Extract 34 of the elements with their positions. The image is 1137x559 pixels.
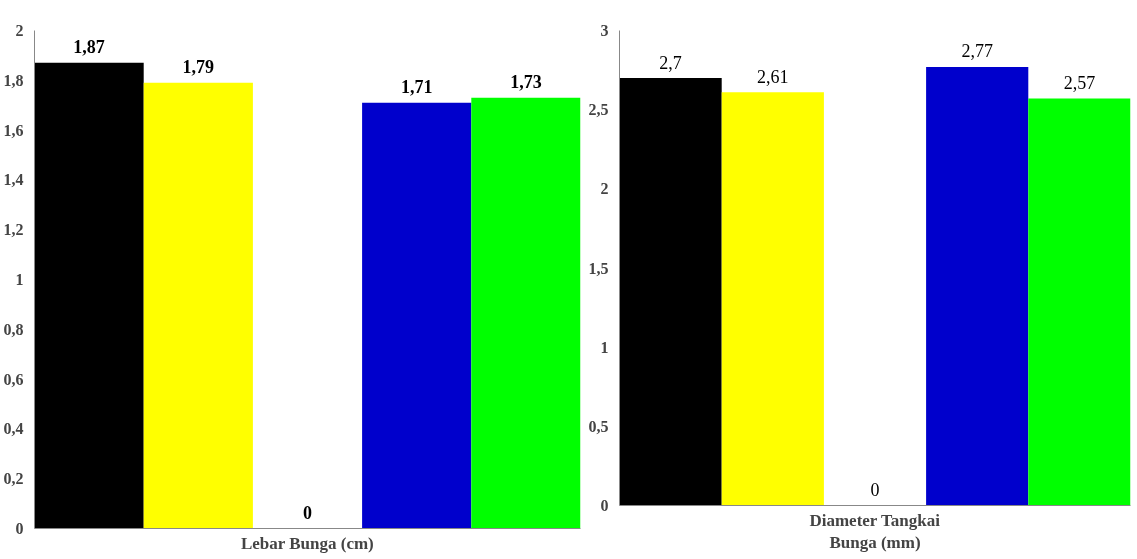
bar — [34, 62, 144, 529]
data-label: 2,7 — [659, 52, 682, 73]
y-tick-label: 1,6 — [3, 121, 24, 139]
y-tick-label: 2,5 — [588, 101, 609, 119]
data-label: 1,71 — [400, 76, 433, 97]
data-label: 1,79 — [182, 56, 215, 77]
y-tick-label: 1,5 — [588, 259, 609, 277]
y-tick-label: 0,4 — [3, 420, 24, 438]
data-label: 0 — [303, 502, 312, 523]
data-label: 2,77 — [961, 41, 993, 62]
x-axis-title: Diameter Tangkai Bunga (mm) — [809, 510, 941, 553]
data-label: 1,87 — [73, 36, 105, 57]
bar — [362, 102, 472, 529]
y-tick-label: 0 — [15, 520, 24, 537]
y-tick-label: 3 — [600, 22, 609, 39]
data-label: 2,61 — [757, 66, 789, 87]
data-label: 1,73 — [510, 71, 542, 92]
y-tick-label: 1,2 — [3, 221, 24, 239]
bar — [143, 82, 253, 529]
y-tick-label: 1 — [15, 271, 24, 288]
y-tick-label: 0,2 — [3, 470, 24, 488]
y-tick-label: 2 — [600, 180, 609, 198]
y-tick-label: 0,8 — [3, 320, 24, 338]
y-tick-label: 2 — [15, 22, 24, 39]
y-tick-label: 0,5 — [588, 417, 609, 435]
y-tick-label: 0,6 — [3, 370, 24, 388]
x-axis-title: Lebar Bunga (cm) — [240, 533, 374, 553]
bar — [471, 97, 581, 529]
y-tick-label: 1,8 — [3, 71, 24, 89]
y-tick-label: 1 — [600, 338, 609, 356]
data-label: 2,57 — [1063, 73, 1096, 94]
y-tick-label: 1,4 — [3, 171, 24, 189]
y-tick-label: 0 — [600, 497, 609, 514]
data-label: 0 — [870, 480, 880, 500]
